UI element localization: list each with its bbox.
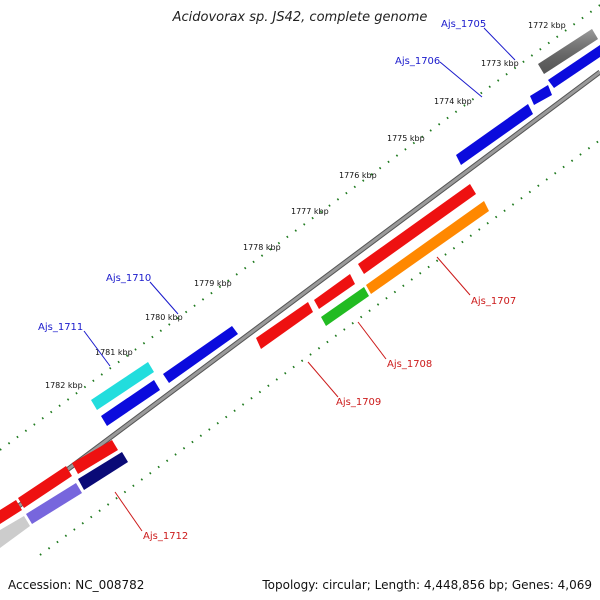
tick-label: 1779 kbp xyxy=(194,279,232,288)
gene-label-ajs-1706[interactable]: Ajs_1706 xyxy=(395,56,440,67)
tick-label: 1780 kbp xyxy=(145,313,183,322)
gene-ajs-1707[interactable] xyxy=(358,184,489,294)
tick-label: 1782 kbp xyxy=(45,381,83,390)
gene-ajs-1709[interactable] xyxy=(256,302,313,349)
gene-ajs-1705[interactable] xyxy=(538,29,598,74)
tick-label: 1773 kbp xyxy=(481,59,519,68)
map-title: Acidovorax sp. JS42, complete genome xyxy=(172,10,428,25)
gene-label-ajs-1712[interactable]: Ajs_1712 xyxy=(143,531,188,542)
gene-ajs-1706[interactable] xyxy=(456,45,600,165)
tick-label: 1772 kbp xyxy=(528,21,566,30)
gene-ajs-1708[interactable] xyxy=(314,274,369,326)
tick-label: 1781 kbp xyxy=(95,348,133,357)
gene-ajs-1710[interactable] xyxy=(163,326,238,383)
inner-tick-row xyxy=(39,139,600,556)
tick-label: 1775 kbp xyxy=(387,134,425,143)
gene-label-ajs-1710[interactable]: Ajs_1710 xyxy=(106,273,151,284)
outer-tick-row xyxy=(0,4,600,451)
gene-label-ajs-1705[interactable]: Ajs_1705 xyxy=(441,19,486,30)
gene-ajs-1712[interactable] xyxy=(0,440,128,548)
accession-text: Accession: NC_008782 xyxy=(8,578,145,592)
tick-label: 1776 kbp xyxy=(339,171,377,180)
gene-label-ajs-1711[interactable]: Ajs_1711 xyxy=(38,322,83,333)
tick-label: 1777 kbp xyxy=(291,207,329,216)
genome-summary-text: Topology: circular; Length: 4,448,856 bp… xyxy=(262,578,592,592)
gene-label-ajs-1708[interactable]: Ajs_1708 xyxy=(387,359,432,370)
tick-label: 1774 kbp xyxy=(434,97,472,106)
tick-label: 1778 kbp xyxy=(243,243,281,252)
gene-ajs-1711[interactable] xyxy=(91,362,160,426)
gene-label-ajs-1707[interactable]: Ajs_1707 xyxy=(471,296,516,307)
gene-label-ajs-1709[interactable]: Ajs_1709 xyxy=(336,397,381,408)
